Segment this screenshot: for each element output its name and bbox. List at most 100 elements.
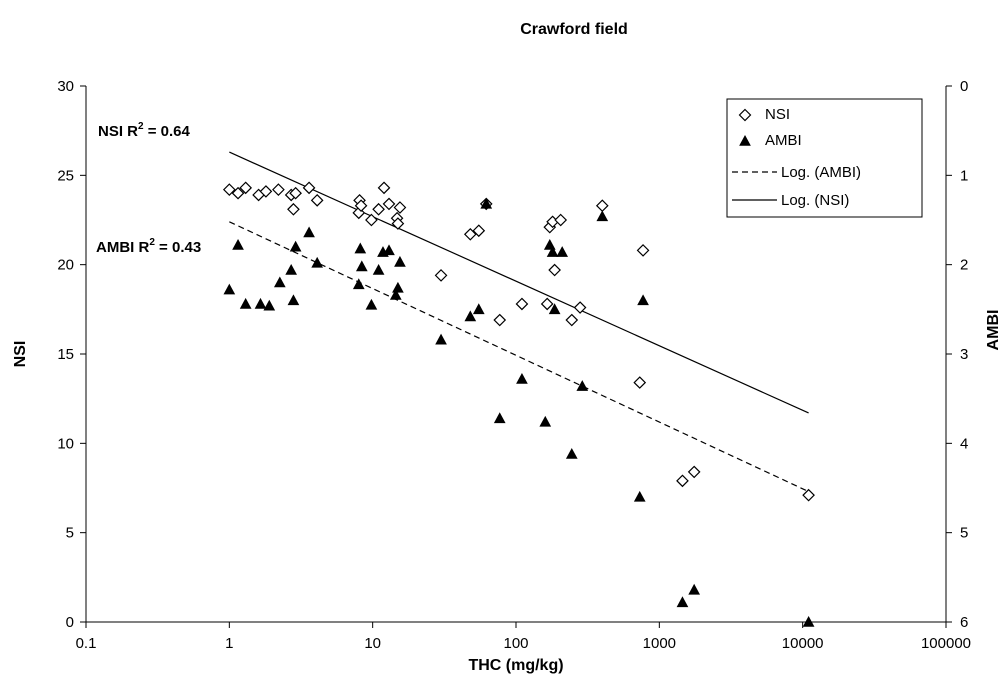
- legend-label: Log. (AMBI): [781, 164, 861, 181]
- nsi-point: [554, 213, 568, 227]
- nsi-point: [382, 197, 396, 211]
- y2-tick-label: 4: [960, 435, 968, 452]
- ambi-point: [394, 255, 406, 267]
- nsi-point: [515, 297, 529, 311]
- nsi-point: [372, 202, 385, 216]
- ambi-point: [637, 294, 649, 306]
- ambi-point: [254, 297, 267, 309]
- ambi-point: [464, 310, 477, 322]
- y-axis-title: NSI: [12, 341, 29, 368]
- y2-axis-title: AMBI: [985, 310, 1002, 351]
- x-tick-label: 10000: [782, 635, 824, 652]
- ambi-point: [289, 240, 302, 252]
- nsi-r2-annotation: NSI R2 = 0.64: [98, 121, 191, 140]
- nsi-point: [222, 183, 236, 196]
- ambi-point: [239, 297, 252, 309]
- nsi-point: [365, 213, 378, 227]
- nsi-point: [434, 269, 448, 282]
- ambi-point: [493, 412, 506, 424]
- legend-label: AMBI: [765, 132, 802, 149]
- ambi-point: [676, 596, 689, 608]
- data-markers: [222, 181, 815, 627]
- y2-tick-label: 6: [960, 614, 968, 631]
- y2-tick-label: 5: [960, 525, 968, 542]
- ambi-point: [263, 299, 276, 311]
- nsi-point: [595, 199, 609, 213]
- nsi-point: [802, 488, 815, 502]
- x-tick-label: 100000: [921, 635, 971, 652]
- ambi-point: [688, 583, 701, 595]
- legend-nsi-marker: [738, 108, 752, 122]
- x-tick-label: 100: [503, 635, 528, 652]
- nsi-point: [289, 186, 302, 200]
- nsi-point: [391, 217, 405, 230]
- nsi-point: [377, 181, 391, 195]
- ambi-point: [287, 294, 300, 306]
- ambi-point: [576, 380, 589, 391]
- ambi-point: [372, 263, 385, 275]
- ambi-point: [633, 490, 646, 502]
- trendline-ambi: [229, 221, 809, 493]
- x-tick-label: 10: [364, 635, 381, 652]
- y-tick-label: 20: [57, 257, 74, 274]
- legend-label: Log. (NSI): [781, 192, 849, 209]
- y-tick-label: 10: [57, 435, 74, 452]
- nsi-point: [540, 297, 554, 311]
- ambi-point: [354, 242, 367, 254]
- nsi-point: [259, 185, 273, 198]
- y2-tick-label: 2: [960, 257, 968, 274]
- ambi-point: [802, 615, 815, 627]
- y-tick-label: 15: [57, 346, 74, 363]
- legend: NSI AMBI Log. (AMBI) Log. (NSI): [726, 98, 923, 218]
- x-tick-label: 0.1: [76, 635, 97, 652]
- nsi-point: [676, 474, 689, 488]
- x-tick-label: 1: [225, 635, 233, 652]
- ambi-point: [435, 333, 447, 345]
- ambi-point: [480, 197, 493, 209]
- ambi-point: [383, 244, 395, 256]
- ambi-point: [303, 226, 315, 238]
- ambi-point: [389, 288, 402, 300]
- ambi-r2-annotation: AMBI R2 = 0.43: [96, 237, 201, 256]
- nsi-point: [463, 227, 477, 241]
- nsi-point: [573, 301, 587, 314]
- y2-tick-label: 3: [960, 346, 968, 363]
- nsi-point: [687, 465, 701, 479]
- nsi-point: [354, 199, 368, 213]
- y-tick-label: 30: [57, 78, 74, 95]
- trendlines: [229, 151, 809, 493]
- ambi-point: [472, 303, 485, 315]
- ambi-point: [365, 298, 378, 310]
- nsi-point: [231, 186, 245, 200]
- tick-marks: [80, 85, 952, 628]
- x-tick-label: 1000: [643, 635, 676, 652]
- ambi-point: [223, 283, 236, 295]
- legend-label: NSI: [765, 106, 790, 123]
- ambi-point: [546, 246, 559, 257]
- ambi-point: [285, 263, 298, 275]
- nsi-point: [310, 193, 324, 207]
- chart-title: Crawford field: [520, 21, 628, 38]
- nsi-point: [493, 313, 507, 327]
- nsi-point: [633, 376, 647, 389]
- ambi-point: [516, 372, 528, 384]
- ambi-point: [556, 246, 569, 257]
- nsi-point: [302, 181, 316, 195]
- y2-tick-label: 1: [960, 167, 968, 184]
- nsi-point: [272, 183, 285, 196]
- y2-tick-label: 0: [960, 78, 968, 95]
- legend-ambi-marker: [739, 134, 751, 146]
- y-tick-label: 0: [66, 614, 74, 631]
- ambi-point: [539, 415, 552, 427]
- nsi-point: [636, 244, 650, 257]
- nsi-point: [565, 313, 579, 327]
- x-axis-title: THC (mg/kg): [468, 657, 563, 674]
- nsi-point: [287, 202, 300, 216]
- ambi-point: [565, 448, 578, 459]
- ambi-point: [311, 256, 324, 268]
- nsi-point: [393, 201, 407, 214]
- nsi-point: [239, 181, 253, 195]
- nsi-point: [548, 263, 561, 277]
- ambi-point: [355, 260, 368, 272]
